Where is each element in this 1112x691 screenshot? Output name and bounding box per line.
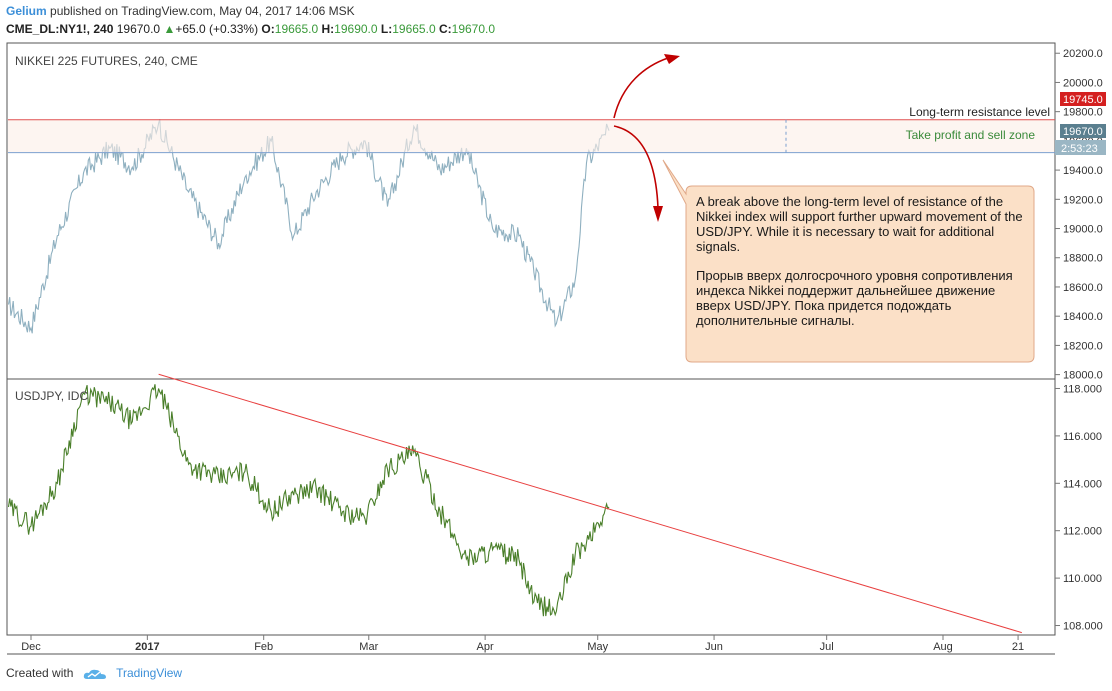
usdjpy-panel-title: USDJPY, IDC [15, 389, 88, 403]
downward-arrowhead-icon [653, 206, 663, 222]
y-tick-label: 108.000 [1063, 621, 1103, 633]
nikkei-panel-title: NIKKEI 225 FUTURES, 240, CME [15, 54, 198, 68]
x-tick-label: 21 [1012, 641, 1024, 653]
x-tick-label: 2017 [135, 641, 159, 653]
callout-content: A break above the long-term level of res… [696, 194, 1023, 328]
x-tick-label: Aug [933, 641, 953, 653]
y-tick-label: 110.000 [1063, 573, 1102, 585]
y-tick-label: 20200.0 [1063, 48, 1103, 60]
y-tick-label: 116.000 [1063, 431, 1102, 443]
open-value: 19665.0 [274, 22, 319, 36]
low-label: L: [380, 22, 393, 36]
open-label: O: [261, 22, 275, 36]
y-tick-label: 18200.0 [1063, 340, 1103, 352]
publisher-line: Gelium published on TradingView.com, May… [6, 4, 355, 18]
current-price-tag: 19670.0 [1063, 126, 1103, 138]
y-tick-label: 114.000 [1063, 478, 1102, 490]
y-tick-label: 118.000 [1063, 383, 1102, 395]
y-tick-label: 18000.0 [1063, 370, 1103, 382]
close-label: C: [438, 22, 452, 36]
high-value: 19690.0 [334, 22, 378, 36]
price-change: +65.0 (+0.33%) [175, 22, 259, 36]
created-with-text: Created with [6, 666, 74, 680]
low-value: 19665.0 [392, 22, 436, 36]
x-tick-label: Mar [359, 641, 378, 653]
publisher-name[interactable]: Gelium [6, 4, 47, 18]
sell-zone-label: Take profit and sell zone [906, 128, 1036, 142]
y-tick-label: 19000.0 [1063, 224, 1103, 236]
x-tick-label: Dec [21, 641, 41, 653]
x-tick-label: Jul [820, 641, 834, 653]
up-arrow-icon: ▲ [163, 22, 176, 36]
callout-text-en: A break above the long-term level of res… [696, 194, 1023, 254]
y-tick-label: 18800.0 [1063, 253, 1103, 265]
symbol-name: CME_DL:NY1!, 240 [6, 22, 114, 36]
resistance-price-tag-box [1060, 92, 1106, 106]
last-price: 19670.0 [116, 22, 161, 36]
upward-arrowhead-icon [664, 54, 680, 64]
upward-arrow-path [613, 57, 669, 119]
tradingview-cloud-icon[interactable] [83, 668, 107, 680]
usdjpy-price-series [7, 384, 610, 617]
resistance-price-tag: 19745.0 [1063, 94, 1103, 106]
published-info: published on TradingView.com, May 04, 20… [50, 4, 355, 18]
sell-zone-band [8, 119, 1054, 153]
x-tick-label: Jun [705, 641, 723, 653]
callout-text-ru: Прорыв вверх долгосрочного уровня сопрот… [696, 268, 1013, 328]
close-value: 19670.0 [451, 22, 496, 36]
y-tick-label: 19800.0 [1063, 107, 1103, 119]
y-tick-label: 20000.0 [1063, 77, 1103, 89]
callout-box [662, 159, 1035, 363]
x-tick-label: Feb [254, 641, 273, 653]
downward-arrow-path [613, 125, 659, 209]
usdjpy-panel-frame [6, 378, 1056, 636]
x-tick-label: Apr [477, 641, 494, 653]
symbol-ohlc-line: CME_DL:NY1!, 240 19670.0 ▲+65.0 (+0.33%)… [6, 22, 495, 36]
countdown-tag: 2:53:23 [1061, 143, 1098, 155]
x-tick-label: May [587, 641, 608, 653]
y-tick-label: 112.000 [1063, 526, 1102, 538]
countdown-tag-box [1055, 140, 1106, 155]
resistance-label: Long-term resistance level [909, 105, 1050, 119]
y-tick-label: 18400.0 [1063, 311, 1103, 323]
y-tick-label: 19200.0 [1063, 194, 1103, 206]
tradingview-brand[interactable]: TradingView [116, 666, 183, 680]
chart-canvas[interactable]: Dec 2017 Feb Mar Apr May Jun Jul Aug 21 20200.0 200… [0, 0, 1112, 660]
y-tick-label: 19400.0 [1063, 165, 1103, 177]
footer: Created with TradingView [6, 666, 182, 680]
y-tick-label: 18600.0 [1063, 282, 1103, 294]
current-price-tag-box [1060, 124, 1106, 138]
high-label: H: [321, 22, 335, 36]
usdjpy-trendline [158, 373, 1022, 634]
